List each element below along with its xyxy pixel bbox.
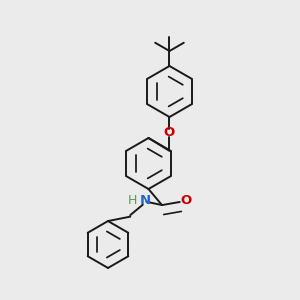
Text: H: H [128,194,137,207]
Text: O: O [180,194,191,207]
Text: O: O [164,126,175,140]
Text: N: N [139,194,151,207]
